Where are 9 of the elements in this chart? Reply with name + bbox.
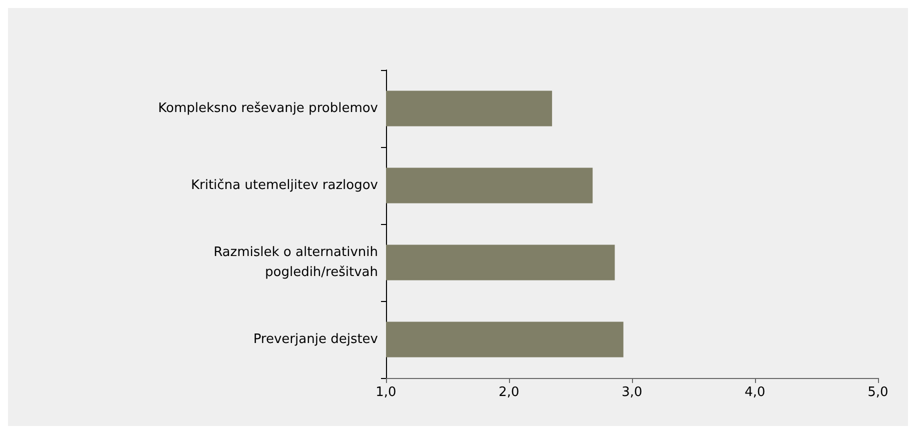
x-tick-label: 5,0	[868, 385, 888, 400]
x-tick-label: 2,0	[498, 385, 520, 400]
y-tick-label: Kritična utemeljitev razlogov	[190, 178, 378, 193]
x-tick-label: 1,0	[376, 385, 396, 400]
y-tick-label: Kompleksno reševanje problemov	[158, 101, 378, 116]
x-tick-label: 4,0	[744, 385, 766, 400]
x-tick-label: 3,0	[622, 385, 642, 400]
y-tick-label: Razmislek o alternativnih pogledih/rešitvah	[214, 245, 378, 280]
y-tick-label: Preverjanje dejstev	[253, 332, 378, 347]
